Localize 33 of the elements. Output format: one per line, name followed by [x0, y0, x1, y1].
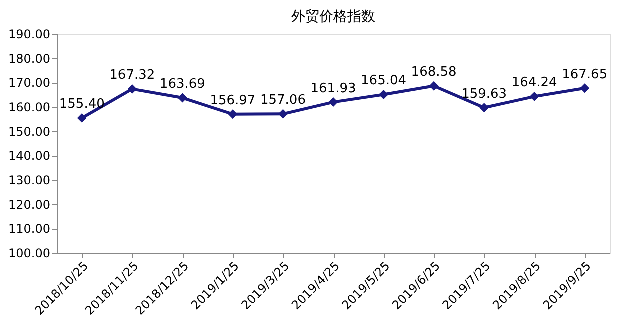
text: 167.65 — [562, 67, 608, 82]
y-tick-label: 190.00 — [8, 28, 50, 42]
y-tick-label: 170.00 — [8, 76, 50, 90]
chart-title: 外贸价格指数 — [292, 9, 376, 25]
text: 168.58 — [411, 65, 457, 80]
point — [580, 84, 590, 94]
point — [429, 81, 439, 91]
y-tick-label: 100.00 — [8, 246, 50, 260]
text: 157.06 — [260, 93, 306, 108]
text: 155.40 — [59, 97, 105, 112]
text: 161.93 — [310, 81, 356, 96]
y-tick-label: 110.00 — [8, 222, 50, 236]
y-tick-label: 150.00 — [8, 124, 50, 139]
point — [178, 93, 188, 103]
text: 156.97 — [210, 93, 256, 108]
text: 165.04 — [361, 74, 407, 89]
y-tick-label: 120.00 — [8, 198, 50, 212]
point — [480, 103, 490, 113]
y-tick-label: 180.00 — [8, 52, 50, 66]
text: 167.32 — [110, 68, 156, 84]
point — [228, 110, 238, 120]
point — [530, 92, 540, 102]
point — [328, 98, 338, 108]
point — [379, 90, 389, 100]
point — [77, 113, 87, 123]
text: 164.24 — [512, 76, 558, 91]
text: 159.63 — [462, 86, 508, 102]
y-tick-label: 140.00 — [8, 149, 50, 164]
y-tick-label: 130.00 — [8, 174, 50, 188]
text: 163.69 — [160, 77, 206, 92]
point — [278, 109, 288, 119]
point — [128, 84, 138, 94]
y-tick-label: 160.00 — [8, 100, 50, 114]
